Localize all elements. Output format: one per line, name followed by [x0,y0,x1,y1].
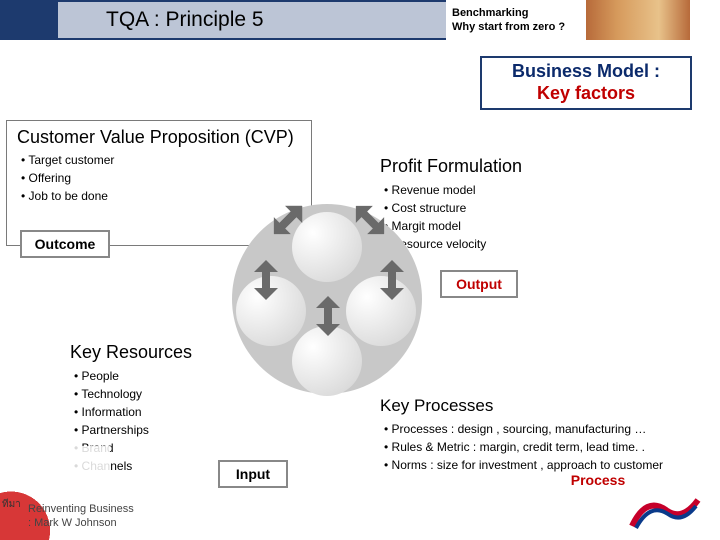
footer-thai: ทีมา [2,497,21,512]
business-model-box: Business Model : Key factors [480,56,692,110]
bench-line2: Why start from zero ? [452,20,582,34]
process-label: Process [552,468,644,492]
cycle-node [292,326,362,396]
cite-line2: : Mark W Johnson [28,516,134,530]
output-label: Output [440,270,518,298]
footer-citation: Reinventing Business : Mark W Johnson [28,502,134,530]
keyproc-list: Processes : design , sourcing, manufactu… [380,420,690,474]
footer-logo [626,492,706,532]
page-title: TQA : Principle 5 [58,2,446,38]
outcome-label: Outcome [20,230,110,258]
list-item: Processes : design , sourcing, manufactu… [384,420,690,438]
list-item: Norms : size for investment , approach t… [384,456,690,474]
cvp-title: Customer Value Proposition (CVP) [17,127,301,147]
list-item: Offering [21,169,301,187]
cite-line1: Reinventing Business [28,502,134,516]
benchmarking-image [586,0,690,40]
double-arrow-icon [246,260,286,300]
list-item: Rules & Metric : margin, credit term, le… [384,438,690,456]
list-item: Target customer [21,151,301,169]
double-arrow-icon [372,260,412,300]
list-item: Partnerships [74,421,312,439]
profit-title: Profit Formulation [380,156,602,177]
input-label: Input [218,460,288,488]
double-arrow-icon [308,296,348,336]
benchmarking-box: Benchmarking Why start from zero ? [446,0,586,40]
bench-line1: Benchmarking [452,6,582,20]
biz-model-line2: Key factors [482,82,690,104]
biz-model-line1: Business Model : [482,60,690,82]
header: TQA : Principle 5 Benchmarking Why start… [0,0,720,48]
